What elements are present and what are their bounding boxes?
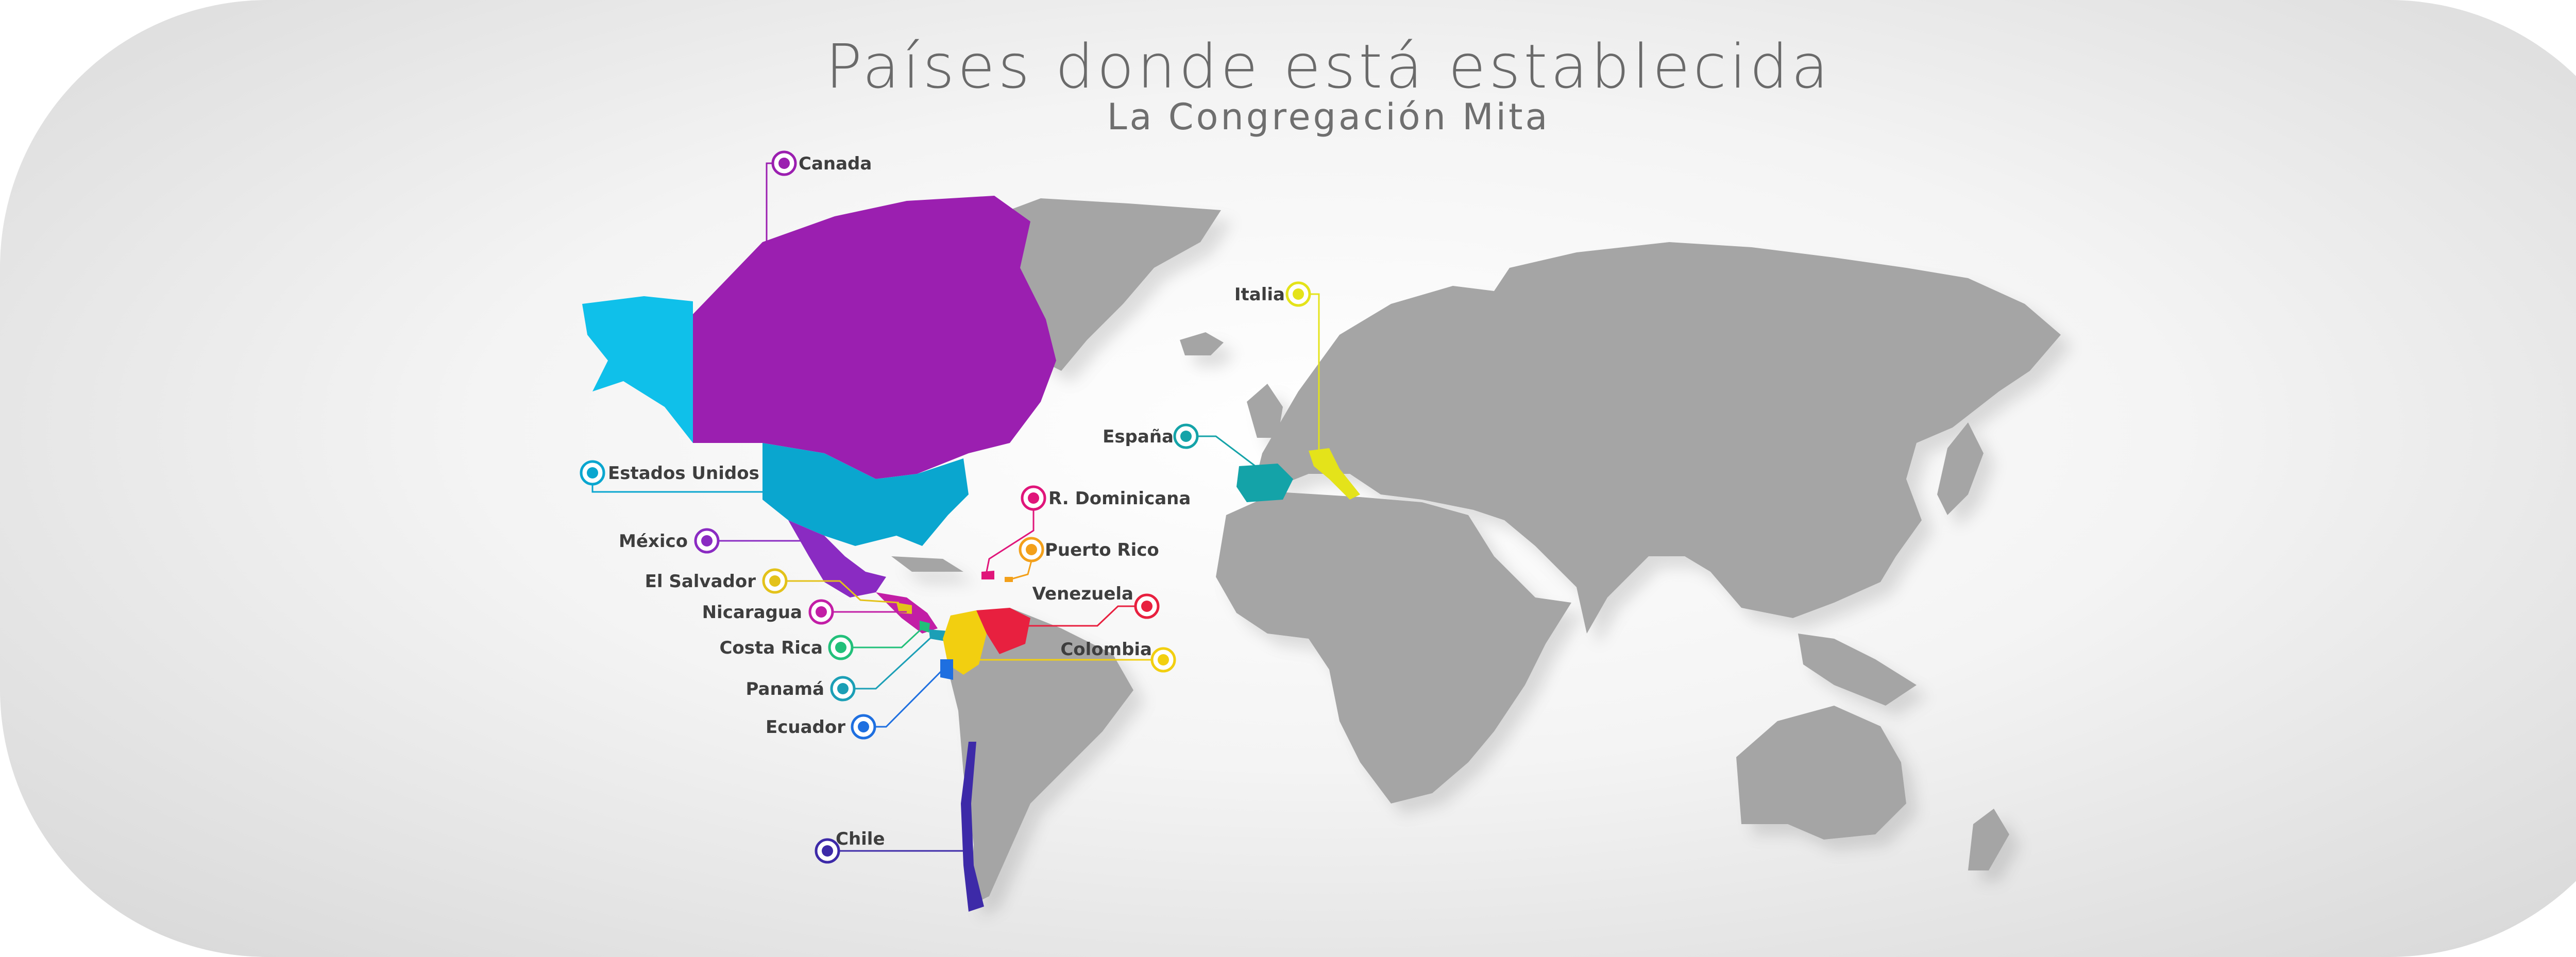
mexico-shape [788,520,886,597]
page-title: Países donde está establecida [825,31,1832,102]
costa-rica-leader-line [852,625,926,648]
estados-unidos-label: Estados Unidos [608,463,759,484]
colombia-leader-line [968,643,1152,661]
puerto-rico-shape [1005,577,1013,582]
country-markers: Canada Estados Unidos México El Salvador Nic… [580,150,1311,864]
estados-unidos-flag-icon [580,460,605,486]
canada-flag-icon [771,150,797,176]
r-dominicana-flag-icon [1021,485,1046,511]
el-salvador-flag-icon [762,568,788,594]
colombia-shape [943,610,987,675]
r-dominicana-leader-line [986,509,1035,572]
dominican-republic-shape [981,571,994,579]
nicaragua-label: Nicaragua [702,602,802,623]
colombia-flag-icon [1150,647,1176,673]
ecuador-flag-icon [851,714,876,740]
japan-shape [1937,422,1984,515]
page-subtitle: La Congregación Mita [1107,96,1550,138]
ecuador-shape [940,659,953,680]
panama-label: Panamá [746,679,824,699]
canada-shape [693,196,1056,479]
africa-shape [1216,492,1571,804]
italia-leader-line [1310,293,1320,453]
chile-label: Chile [836,829,885,849]
spain-shape [1236,464,1293,502]
puerto-rico-leader-line [1009,560,1032,580]
southeast-asia-shape [1798,634,1917,706]
venezuela-flag-icon [1134,593,1160,619]
r-dominicana-label: R. Dominicana [1048,488,1191,509]
italia-label: Italia [1234,284,1285,305]
mexico-label: México [619,531,688,552]
chile-shape [961,742,984,912]
el-salvador-label: El Salvador [645,571,756,592]
land-masses [891,198,2061,907]
panama-flag-icon [830,676,856,702]
ecuador-label: Ecuador [766,717,845,738]
mexico-flag-icon [694,528,720,554]
new-zealand-shape [1968,809,2009,870]
puerto-rico-label: Puerto Rico [1045,540,1159,560]
usa-shape [762,443,969,546]
australia-shape [1736,706,1906,840]
espana-leader-line [1197,435,1263,472]
el-salvador-leader-line [786,580,900,604]
italy-shape [1309,448,1360,500]
chile-leader-line [839,824,972,852]
italia-flag-icon [1285,281,1311,307]
caribbean-cuba-shape [891,556,963,572]
venezuela-leader-line [1018,605,1136,627]
canada-label: Canada [799,153,872,174]
ecuador-leader-line [875,669,944,728]
madagascar-shape [1463,695,1484,757]
costa-rica-label: Costa Rica [719,638,823,658]
colombia-label: Colombia [1060,639,1152,660]
puerto-rico-flag-icon [1019,537,1044,562]
iceland-shape [1180,332,1224,355]
eurasia-shape [1257,242,2061,634]
nicaragua-flag-icon [808,599,834,625]
espana-flag-icon [1173,423,1199,449]
venezuela-label: Venezuela [1032,584,1133,604]
ireland-uk-shape [1247,384,1283,438]
panama-leader-line [854,635,934,690]
espana-label: España [1103,426,1174,447]
costa-rica-flag-icon [828,635,854,660]
highlighted-countries [582,196,1360,912]
south-america-shape [948,608,1133,907]
alaska-shape [582,296,693,443]
venezuela-shape [976,608,1030,654]
chile-flag-icon [815,838,840,864]
